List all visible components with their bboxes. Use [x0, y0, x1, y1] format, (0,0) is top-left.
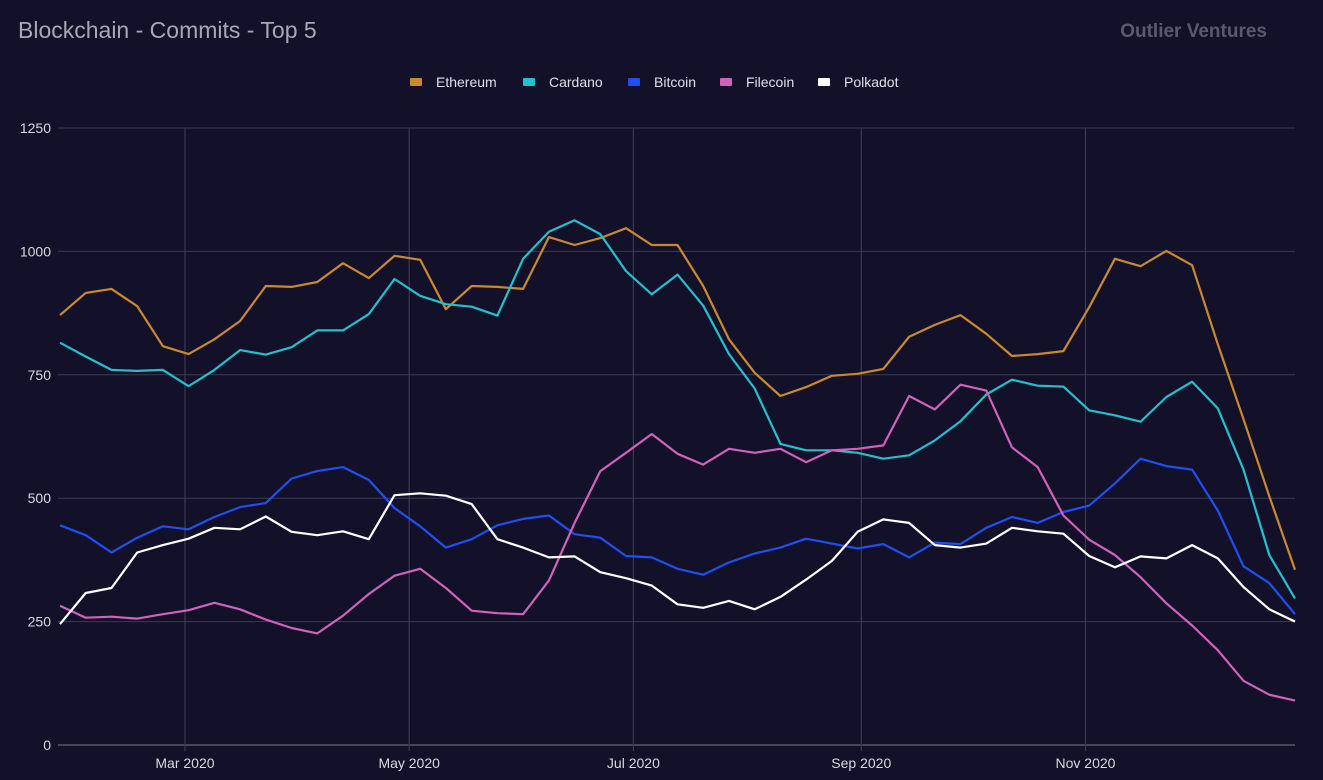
y-tick-label: 750	[28, 367, 52, 383]
legend-label: Cardano	[549, 74, 603, 90]
x-tick-label: Jul 2020	[607, 755, 660, 771]
brand-logo: Outlier Ventures	[1120, 21, 1267, 42]
x-tick-label: Sep 2020	[831, 755, 891, 771]
legend-label: Ethereum	[436, 74, 497, 90]
legend-label: Polkadot	[844, 74, 899, 90]
y-tick-label: 500	[28, 490, 52, 506]
legend-swatch	[720, 78, 732, 86]
y-tick-label: 1000	[20, 243, 51, 259]
legend-item-polkadot[interactable]: Polkadot	[818, 74, 899, 90]
series-line-cardano	[59, 219, 1296, 599]
series-line-ethereum	[59, 227, 1297, 571]
series-line-filecoin	[59, 383, 1296, 702]
legend-item-filecoin[interactable]: Filecoin	[720, 74, 794, 90]
x-tick-label: Nov 2020	[1056, 755, 1116, 771]
y-tick-label: 0	[43, 737, 51, 753]
series-line-polkadot	[59, 492, 1296, 625]
legend-swatch	[628, 78, 640, 86]
legend-swatch	[523, 78, 535, 86]
legend-item-cardano[interactable]: Cardano	[523, 74, 603, 90]
legend-label: Filecoin	[746, 74, 794, 90]
chart-title: Blockchain - Commits - Top 5	[18, 17, 317, 43]
y-tick-label: 1250	[20, 120, 51, 136]
series-line-bitcoin	[59, 457, 1296, 615]
legend-item-ethereum[interactable]: Ethereum	[410, 74, 497, 90]
legend-swatch	[410, 78, 422, 86]
x-tick-label: Mar 2020	[155, 755, 214, 771]
legend-item-bitcoin[interactable]: Bitcoin	[628, 74, 696, 90]
x-tick-label: May 2020	[378, 755, 440, 771]
legend-label: Bitcoin	[654, 74, 696, 90]
y-tick-label: 250	[28, 614, 52, 630]
legend: Ethereum Cardano Bitcoin Filecoin Polkadot	[410, 74, 899, 90]
legend-swatch	[818, 78, 830, 86]
